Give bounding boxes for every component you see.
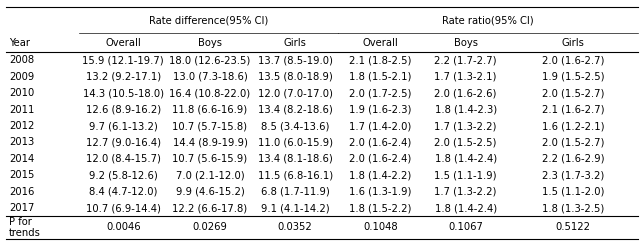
Text: 2008: 2008 bbox=[9, 55, 34, 65]
Text: 1.8 (1.4-2.4): 1.8 (1.4-2.4) bbox=[435, 203, 497, 213]
Text: Year: Year bbox=[9, 38, 30, 48]
Text: 2013: 2013 bbox=[9, 138, 34, 147]
Text: Girls: Girls bbox=[562, 38, 584, 48]
Text: 13.5 (8.0-18.9): 13.5 (8.0-18.9) bbox=[258, 72, 332, 82]
Text: 1.7 (1.3-2.1): 1.7 (1.3-2.1) bbox=[435, 72, 497, 82]
Text: Boys: Boys bbox=[198, 38, 222, 48]
Text: 2.1 (1.6-2.7): 2.1 (1.6-2.7) bbox=[542, 105, 604, 115]
Text: 18.0 (12.6-23.5): 18.0 (12.6-23.5) bbox=[169, 55, 251, 65]
Text: Overall: Overall bbox=[363, 38, 398, 48]
Text: 2.0 (1.5-2.7): 2.0 (1.5-2.7) bbox=[542, 138, 604, 147]
Text: 2.0 (1.5-2.5): 2.0 (1.5-2.5) bbox=[435, 138, 497, 147]
Text: Girls: Girls bbox=[284, 38, 307, 48]
Text: Rate ratio(95% CI): Rate ratio(95% CI) bbox=[442, 15, 533, 25]
Text: 9.9 (4.6-15.2): 9.9 (4.6-15.2) bbox=[176, 187, 244, 197]
Text: 9.7 (6.1-13.2): 9.7 (6.1-13.2) bbox=[89, 121, 158, 131]
Text: 2010: 2010 bbox=[9, 88, 34, 98]
Text: 9.1 (4.1-14.2): 9.1 (4.1-14.2) bbox=[261, 203, 330, 213]
Text: 7.0 (2.1-12.0): 7.0 (2.1-12.0) bbox=[176, 170, 244, 180]
Text: 2017: 2017 bbox=[9, 203, 34, 213]
Text: 11.8 (6.6-16.9): 11.8 (6.6-16.9) bbox=[173, 105, 247, 115]
Text: 2011: 2011 bbox=[9, 105, 34, 115]
Text: 12.7 (9.0-16.4): 12.7 (9.0-16.4) bbox=[86, 138, 161, 147]
Text: 2012: 2012 bbox=[9, 121, 34, 131]
Text: 11.5 (6.8-16.1): 11.5 (6.8-16.1) bbox=[258, 170, 333, 180]
Text: 13.2 (9.2-17.1): 13.2 (9.2-17.1) bbox=[86, 72, 161, 82]
Text: 15.9 (12.1-19.7): 15.9 (12.1-19.7) bbox=[82, 55, 164, 65]
Text: 2.2 (1.6-2.9): 2.2 (1.6-2.9) bbox=[542, 154, 604, 164]
Text: 1.8 (1.4-2.3): 1.8 (1.4-2.3) bbox=[435, 105, 497, 115]
Text: Overall: Overall bbox=[106, 38, 141, 48]
Text: 1.9 (1.6-2.3): 1.9 (1.6-2.3) bbox=[349, 105, 412, 115]
Text: 13.0 (7.3-18.6): 13.0 (7.3-18.6) bbox=[173, 72, 247, 82]
Text: 10.7 (6.9-14.4): 10.7 (6.9-14.4) bbox=[86, 203, 160, 213]
Text: 16.4 (10.8-22.0): 16.4 (10.8-22.0) bbox=[169, 88, 251, 98]
Text: P for
trends: P for trends bbox=[9, 217, 41, 238]
Text: 12.0 (8.4-15.7): 12.0 (8.4-15.7) bbox=[86, 154, 160, 164]
Text: 2016: 2016 bbox=[9, 187, 34, 197]
Text: 14.4 (8.9-19.9): 14.4 (8.9-19.9) bbox=[173, 138, 247, 147]
Text: 2.0 (1.6-2.7): 2.0 (1.6-2.7) bbox=[542, 55, 604, 65]
Text: 6.8 (1.7-11.9): 6.8 (1.7-11.9) bbox=[261, 187, 330, 197]
Text: 0.0046: 0.0046 bbox=[106, 222, 140, 232]
Text: 2.3 (1.7-3.2): 2.3 (1.7-3.2) bbox=[542, 170, 604, 180]
Text: Boys: Boys bbox=[453, 38, 478, 48]
Text: 13.7 (8.5-19.0): 13.7 (8.5-19.0) bbox=[258, 55, 332, 65]
Text: 2009: 2009 bbox=[9, 72, 34, 82]
Text: 0.5122: 0.5122 bbox=[555, 222, 591, 232]
Text: 2.1 (1.8-2.5): 2.1 (1.8-2.5) bbox=[349, 55, 412, 65]
Text: 1.8 (1.4-2.2): 1.8 (1.4-2.2) bbox=[349, 170, 412, 180]
Text: 2.0 (1.7-2.5): 2.0 (1.7-2.5) bbox=[349, 88, 412, 98]
Text: 0.1048: 0.1048 bbox=[363, 222, 398, 232]
Text: 1.5 (1.1-2.0): 1.5 (1.1-2.0) bbox=[542, 187, 604, 197]
Text: 12.2 (6.6-17.8): 12.2 (6.6-17.8) bbox=[173, 203, 247, 213]
Text: 2015: 2015 bbox=[9, 170, 34, 180]
Text: 8.4 (4.7-12.0): 8.4 (4.7-12.0) bbox=[89, 187, 157, 197]
Text: 14.3 (10.5-18.0): 14.3 (10.5-18.0) bbox=[82, 88, 164, 98]
Text: 12.0 (7.0-17.0): 12.0 (7.0-17.0) bbox=[258, 88, 332, 98]
Text: 2.0 (1.6-2.4): 2.0 (1.6-2.4) bbox=[349, 138, 412, 147]
Text: 1.7 (1.3-2.2): 1.7 (1.3-2.2) bbox=[435, 187, 497, 197]
Text: 1.8 (1.5-2.2): 1.8 (1.5-2.2) bbox=[349, 203, 412, 213]
Text: 1.7 (1.3-2.2): 1.7 (1.3-2.2) bbox=[435, 121, 497, 131]
Text: 10.7 (5.7-15.8): 10.7 (5.7-15.8) bbox=[173, 121, 247, 131]
Text: 1.9 (1.5-2.5): 1.9 (1.5-2.5) bbox=[542, 72, 604, 82]
Text: Rate difference(95% CI): Rate difference(95% CI) bbox=[149, 15, 268, 25]
Text: 1.7 (1.4-2.0): 1.7 (1.4-2.0) bbox=[349, 121, 412, 131]
Text: 13.4 (8.2-18.6): 13.4 (8.2-18.6) bbox=[258, 105, 332, 115]
Text: 2.2 (1.7-2.7): 2.2 (1.7-2.7) bbox=[434, 55, 497, 65]
Text: 10.7 (5.6-15.9): 10.7 (5.6-15.9) bbox=[173, 154, 247, 164]
Text: 2.0 (1.6-2.4): 2.0 (1.6-2.4) bbox=[349, 154, 412, 164]
Text: 0.0352: 0.0352 bbox=[278, 222, 312, 232]
Text: 2.0 (1.6-2.6): 2.0 (1.6-2.6) bbox=[435, 88, 497, 98]
Text: 0.1067: 0.1067 bbox=[448, 222, 483, 232]
Text: 13.4 (8.1-18.6): 13.4 (8.1-18.6) bbox=[258, 154, 332, 164]
Text: 1.5 (1.1-1.9): 1.5 (1.1-1.9) bbox=[434, 170, 497, 180]
Text: 1.6 (1.3-1.9): 1.6 (1.3-1.9) bbox=[349, 187, 412, 197]
Text: 0.0269: 0.0269 bbox=[193, 222, 227, 232]
Text: 2.0 (1.5-2.7): 2.0 (1.5-2.7) bbox=[542, 88, 604, 98]
Text: 8.5 (3.4-13.6): 8.5 (3.4-13.6) bbox=[261, 121, 329, 131]
Text: 1.8 (1.4-2.4): 1.8 (1.4-2.4) bbox=[435, 154, 497, 164]
Text: 2014: 2014 bbox=[9, 154, 34, 164]
Text: 1.6 (1.2-2.1): 1.6 (1.2-2.1) bbox=[542, 121, 604, 131]
Text: 9.2 (5.8-12.6): 9.2 (5.8-12.6) bbox=[89, 170, 158, 180]
Text: 12.6 (8.9-16.2): 12.6 (8.9-16.2) bbox=[86, 105, 161, 115]
Text: 11.0 (6.0-15.9): 11.0 (6.0-15.9) bbox=[258, 138, 333, 147]
Text: 1.8 (1.3-2.5): 1.8 (1.3-2.5) bbox=[542, 203, 604, 213]
Text: 1.8 (1.5-2.1): 1.8 (1.5-2.1) bbox=[349, 72, 412, 82]
